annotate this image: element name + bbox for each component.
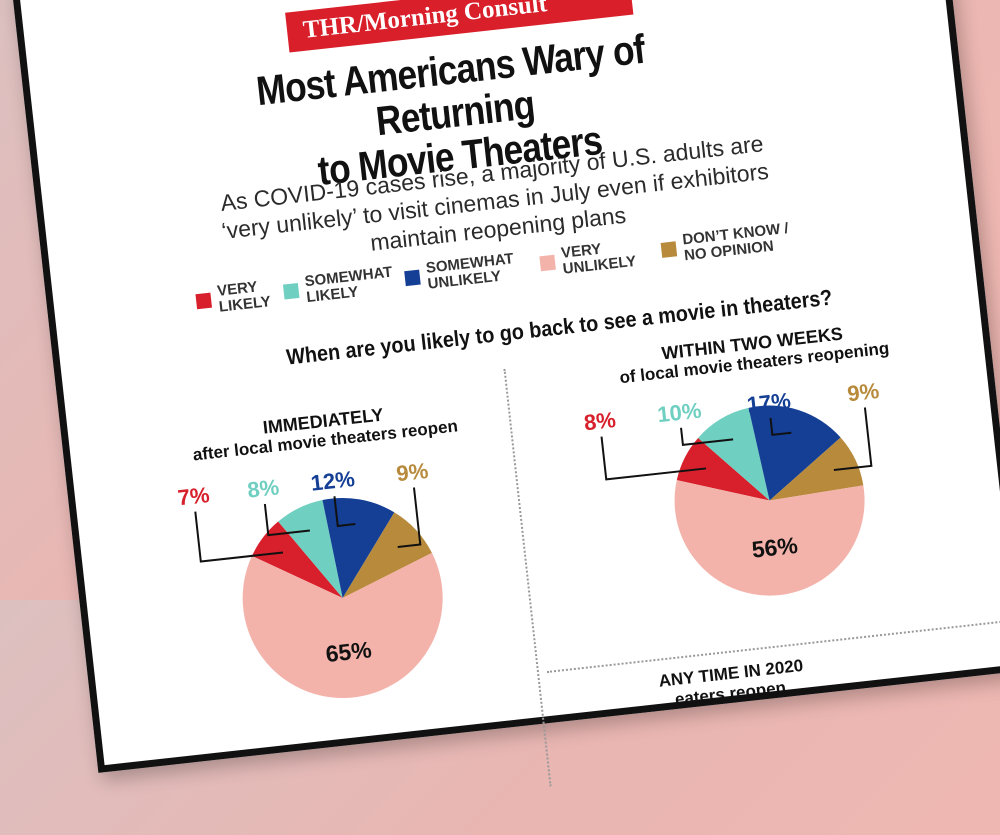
pie-2-leader-line-3: [833, 407, 873, 472]
pie-1-leader-line-3: [397, 487, 422, 549]
pie-1-label-4: 65%: [324, 636, 373, 667]
pie-2-leader-line-1: [680, 427, 734, 446]
pie-1-label-2: 12%: [309, 466, 356, 496]
pie-1-slice-0: [251, 521, 343, 598]
pie-2-label-2: 17%: [746, 388, 793, 418]
pie-2-slice-0: [676, 437, 770, 501]
pie-1-leader-line-1: [263, 503, 310, 537]
pie-charts: 7% 8% 12% 9% 65% 8% 10% 17% 9% 56%: [176, 378, 880, 698]
pie-1-label-3: 9%: [395, 458, 429, 486]
pie-2-slice-4: [674, 480, 865, 596]
pie-1-label-0: 7%: [176, 482, 210, 510]
pie-2-label-0: 8%: [583, 407, 617, 435]
pie-1-leader-line-2: [333, 496, 356, 528]
pie-2-label-3: 9%: [846, 378, 880, 406]
pie-1-slice-1: [278, 500, 343, 598]
pie-2-leader-line-0: [600, 436, 707, 481]
pie-1-leader-line-0: [194, 511, 284, 563]
pie-1-slice-3: [342, 512, 432, 598]
pie-1-slice-2: [322, 498, 395, 598]
pie-2-label-4: 56%: [750, 532, 799, 563]
pie-2-label-1: 10%: [656, 398, 703, 428]
pie-1-label-1: 8%: [246, 474, 280, 502]
pie-2-slice-1: [698, 407, 770, 501]
pie-2-leader-line-2: [769, 417, 792, 436]
pie-2-slice-3: [769, 437, 864, 501]
infographic-card: THR/Morning Consult Most Americans Wary …: [11, 0, 1000, 787]
